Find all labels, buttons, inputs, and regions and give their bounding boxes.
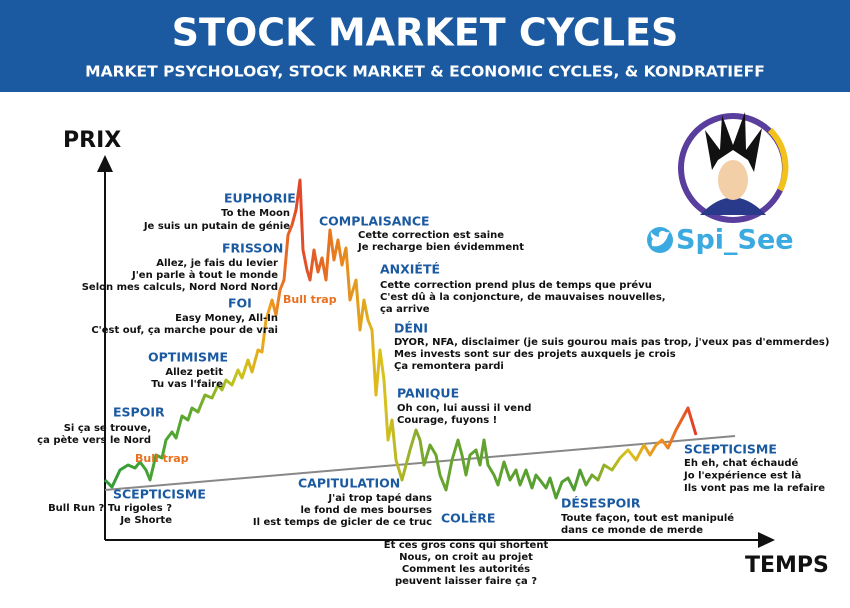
bull-trap-label: Bull trap [283,293,337,306]
phase-title: SCEPTICISME [684,442,777,457]
phase-title: CAPITULATION [298,476,400,491]
phase-title: COMPLAISANCE [319,214,430,229]
phase-text: Je Shorte [119,515,172,526]
phase-title: EUPHORIE [224,191,296,206]
phase-text: Si ça se trouve, [64,423,151,434]
phase-text: ça arrive [380,304,430,315]
phase-text: Cette correction est saine [358,230,504,241]
twitter-icon [647,227,673,253]
phase-text: Ça remontera pardi [394,361,504,372]
phase-text: Oh con, lui aussi il vend [397,403,531,414]
phase-text: Je recharge bien évidemment [357,241,524,253]
phase-text: Jo l'expérience est là [683,470,801,482]
price-curve [103,178,698,500]
phase-title: SCEPTICISME [113,487,206,502]
axes [97,155,775,548]
phase-title: DÉNI [394,321,428,336]
handle: Spi_See [676,225,794,256]
phase-text: Eh eh, chat échaudé [684,457,799,469]
x-axis-label: TEMPS [745,553,829,578]
header-band [0,0,850,92]
avatar [678,112,789,223]
phase-text: le fond de mes bourses [301,505,433,516]
y-axis-label: PRIX [63,128,121,153]
phase-text: DYOR, NFA, disclaimer (je suis gourou ma… [394,337,829,348]
phase-title: OPTIMISME [148,350,228,365]
subtitle: MARKET PSYCHOLOGY, STOCK MARKET & ECONOM… [85,63,765,81]
phase-text: Courage, fuyons ! [397,415,497,426]
phase-text: Il est temps de gicler de ce truc [253,517,432,528]
bull-trap-label: Bull trap [135,452,189,465]
phase-text: To the Moon [221,208,290,219]
phase-title: FOI [228,296,252,311]
phase-title: ESPOIR [113,405,165,420]
phase-text: Ils vont pas me la refaire [684,483,825,494]
phase-text: Nous, on croit au projet [399,552,533,563]
phase-text: Easy Money, All-In [175,313,278,324]
phase-text: Je suis un putain de génie [143,220,290,232]
phase-text: Et ces gros cons qui shortent [384,540,549,551]
phase-text: Mes invests sont sur des projets auxquel… [394,349,676,360]
trend-line [104,435,736,491]
phase-text: Cette correction prend plus de temps que… [380,279,652,291]
phase-title: PANIQUE [397,386,459,401]
phase-title: ANXIÉTÉ [380,262,440,277]
title: STOCK MARKET CYCLES [172,11,679,55]
phase-text: dans ce monde de merde [561,525,703,536]
phase-text: Bull Run ? Tu rigoles ? [48,503,172,514]
phase-text: Allez petit [165,367,223,378]
phase-text: J'en parle à tout le monde [131,269,278,281]
phase-text: Allez, je fais du levier [156,258,278,269]
phase-text: C'est dû à la conjoncture, de mauvaises … [380,291,666,303]
phase-text: Selon mes calculs, Nord Nord Nord [82,282,278,293]
phase-title: COLÈRE [441,511,495,526]
phase-text: Comment les autorités [402,563,530,575]
phase-title: FRISSON [222,241,283,256]
phase-text: peuvent laisser faire ça ? [395,576,537,587]
phase-text: C'est ouf, ça marche pour de vrai [91,325,278,336]
phase-text: Toute façon, tout est manipulé [561,512,734,524]
phase-text: ça pète vers le Nord [37,434,151,446]
phase-title: DÉSESPOIR [561,496,641,511]
phase-text: J'ai trop tapé dans [327,492,432,504]
phase-text: Tu vas l'faire [151,379,223,390]
